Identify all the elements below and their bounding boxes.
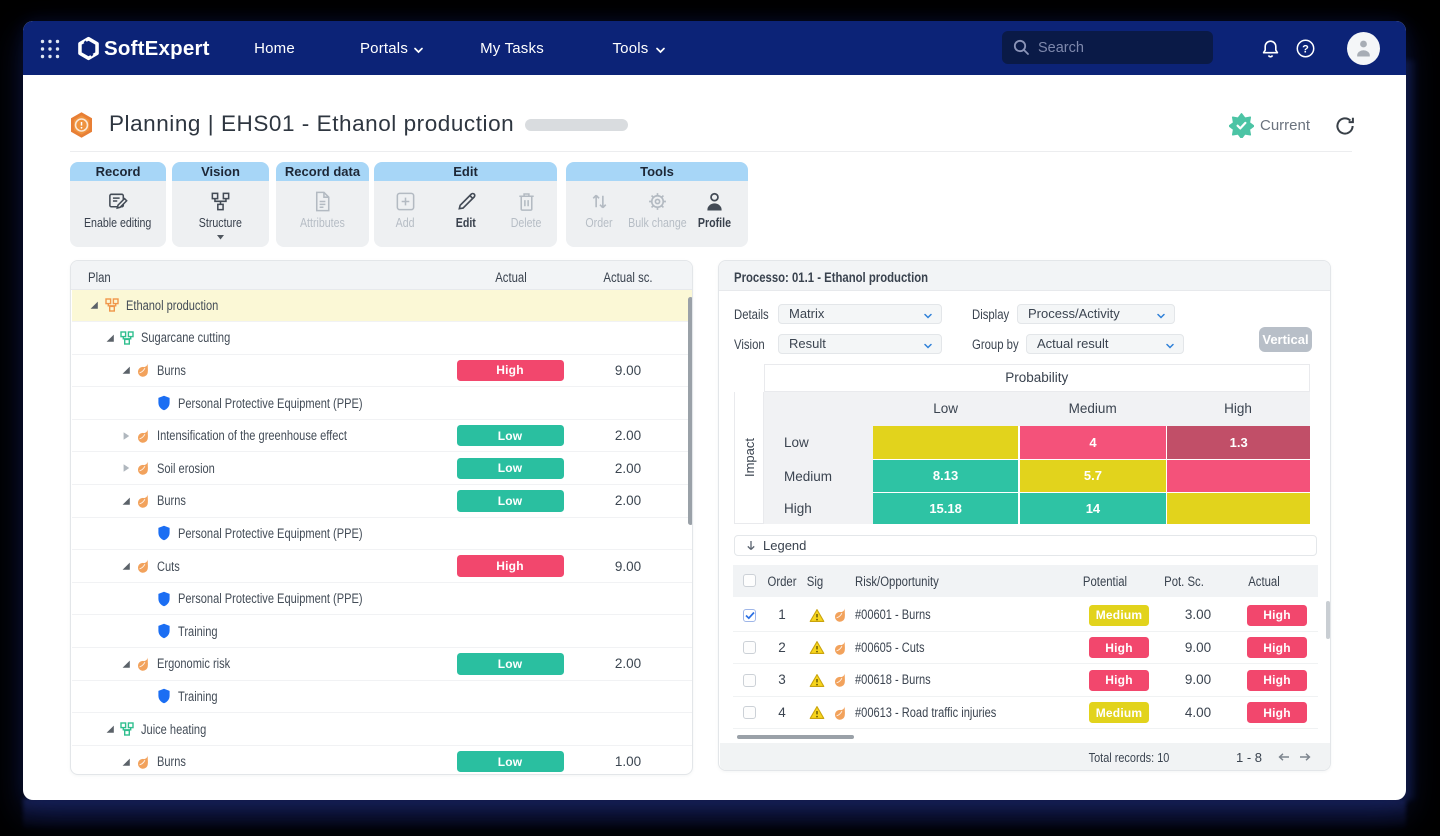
svg-text:?: ? xyxy=(1302,43,1309,55)
